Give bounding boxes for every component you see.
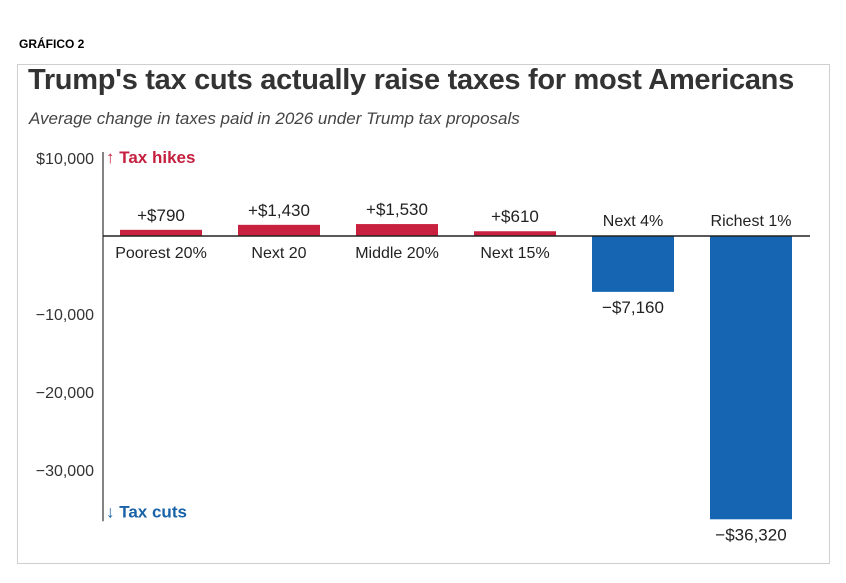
bar <box>592 236 674 292</box>
bar-value-label: −$7,160 <box>602 298 664 317</box>
bar <box>120 229 202 236</box>
bar-value-label: +$1,530 <box>366 200 428 219</box>
bar <box>474 231 556 236</box>
tax-cuts-label: ↓ Tax cuts <box>106 502 187 521</box>
tax-hikes-label: ↑ Tax hikes <box>106 148 195 167</box>
category-label: Next 4% <box>603 213 663 230</box>
category-label: Middle 20% <box>355 245 439 262</box>
bar <box>710 236 792 520</box>
y-tick-label: −20,000 <box>36 385 94 402</box>
bar <box>356 224 438 236</box>
chart-subtitle: Average change in taxes paid in 2026 und… <box>29 109 520 128</box>
category-label: Poorest 20% <box>115 245 207 262</box>
bar-value-label: −$36,320 <box>715 525 786 544</box>
bar-value-label: +$1,430 <box>248 201 310 220</box>
figure-caption: GRÁFICO 2 <box>19 37 85 51</box>
bar-value-label: +$790 <box>137 206 185 225</box>
y-tick-label: $10,000 <box>36 151 94 168</box>
y-tick-label: −30,000 <box>36 463 94 480</box>
chart-title: Trump's tax cuts actually raise taxes fo… <box>28 64 794 96</box>
category-label: Next 15% <box>480 245 549 262</box>
bar <box>238 224 320 236</box>
category-label: Next 20 <box>251 245 306 262</box>
y-tick-label: −10,000 <box>36 307 94 324</box>
chart-frame <box>17 64 830 564</box>
category-label: Richest 1% <box>711 213 792 230</box>
bar-value-label: +$610 <box>491 207 539 226</box>
